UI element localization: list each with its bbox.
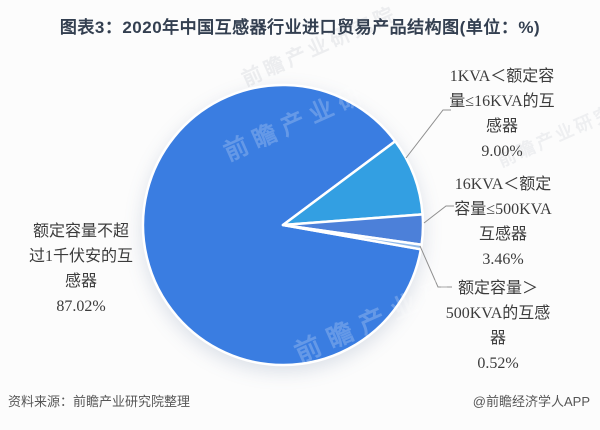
leader-line-kva500plus xyxy=(419,245,452,288)
pie-slices xyxy=(141,83,425,367)
chart-title: 图表3：2020年中国互感器行业进口贸易产品结构图(单位：%) xyxy=(59,18,541,37)
source-note: 资料来源：前瞻产业研究院整理 xyxy=(8,394,191,409)
leader-lines xyxy=(405,109,454,288)
slice-label-text: 1KVA＜额定容 量≤16KVA的互 感器 xyxy=(449,68,555,135)
pie-slice-gt500kva xyxy=(281,223,423,251)
slice-label-text: 16KVA＜额定 容量≤500KVA 互感器 xyxy=(454,176,552,243)
pie-slice-1to16kva xyxy=(281,140,424,227)
credit-note: @前瞻经济学人APP xyxy=(472,394,590,409)
leader-line-kva500 xyxy=(423,205,454,224)
slice-value: 3.46% xyxy=(482,251,524,268)
slice-value: 87.02% xyxy=(56,298,106,315)
footer: 资料来源：前瞻产业研究院整理 @前瞻经济学人APP xyxy=(8,391,590,410)
slice-value: 9.00% xyxy=(481,143,523,160)
label-16to500kva-slice: 16KVA＜额定 容量≤500KVA 互感器 3.46% xyxy=(427,172,579,272)
slice-value: 0.52% xyxy=(477,355,519,372)
slice-label-text: 额定容量＞ 500KVA的互感 器 xyxy=(445,280,551,347)
label-1to16kva-slice: 1KVA＜额定容 量≤16KVA的互 感器 9.00% xyxy=(419,64,585,164)
slice-label-text: 额定容量不超 过1千伏安的互 感器 xyxy=(28,223,133,290)
label-main-slice: 额定容量不超 过1千伏安的互 感器 87.02% xyxy=(6,219,156,319)
label-gt500kva-slice: 额定容量＞ 500KVA的互感 器 0.52% xyxy=(418,276,578,376)
leader-line-kva16 xyxy=(405,109,451,159)
